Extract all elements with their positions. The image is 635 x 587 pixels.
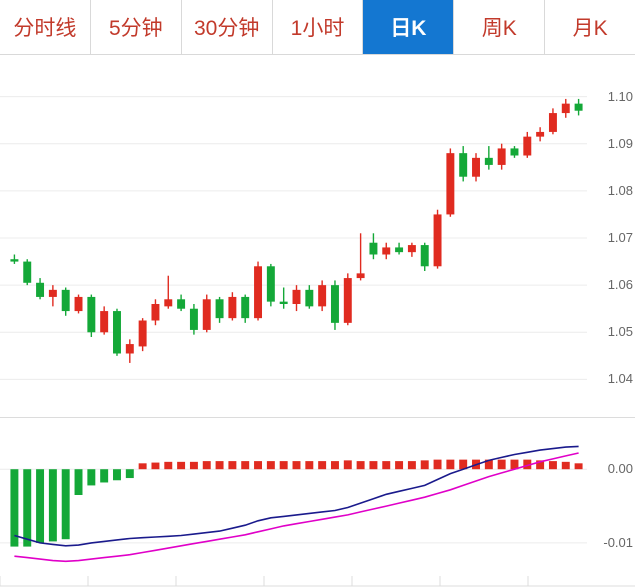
price-axis-tick: 1.05 — [607, 324, 633, 340]
macd-plot — [0, 445, 635, 587]
tab-label: 月K — [572, 17, 608, 40]
tab-label: 1小时 — [290, 17, 345, 40]
tab-label: 30分钟 — [193, 17, 260, 40]
tab-1hour[interactable]: 1小时 — [273, 0, 364, 54]
timeframe-toolbar: 分时线 5分钟 30分钟 1小时 日K 周K 月K — [0, 0, 635, 55]
tab-5min[interactable]: 5分钟 — [91, 0, 182, 54]
price-axis-tick: 1.09 — [607, 135, 633, 151]
macd-axis-tick: -0.01 — [603, 534, 633, 550]
tab-label: 日K — [390, 17, 427, 40]
tab-month-k[interactable]: 月K — [545, 0, 635, 54]
price-axis-tick: 1.08 — [607, 182, 633, 198]
pane-divider — [0, 417, 635, 418]
macd-axis-tick: 0.00 — [607, 461, 633, 477]
tab-week-k[interactable]: 周K — [454, 0, 546, 54]
tab-label: 5分钟 — [108, 17, 163, 40]
price-axis-tick: 1.04 — [607, 371, 633, 387]
tab-label: 分时线 — [13, 17, 77, 40]
price-pane: 1.10 1.09 1.08 1.07 1.06 1.05 1.04 — [0, 55, 635, 417]
price-axis-tick: 1.07 — [607, 230, 633, 245]
macd-pane: 0.00 -0.01 — [0, 417, 635, 587]
chart-area[interactable]: 1.10 1.09 1.08 1.07 1.06 1.05 1.04 0.00 -0.01 — [0, 55, 635, 587]
candlestick-plot — [0, 96, 587, 380]
tab-label: 周K — [481, 17, 517, 40]
tab-30min[interactable]: 30分钟 — [182, 0, 273, 54]
tab-day-k[interactable]: 日K — [363, 0, 455, 54]
price-axis-tick: 1.10 — [607, 88, 633, 104]
price-axis-tick: 1.06 — [607, 277, 633, 293]
tab-fenshi[interactable]: 分时线 — [0, 0, 91, 54]
